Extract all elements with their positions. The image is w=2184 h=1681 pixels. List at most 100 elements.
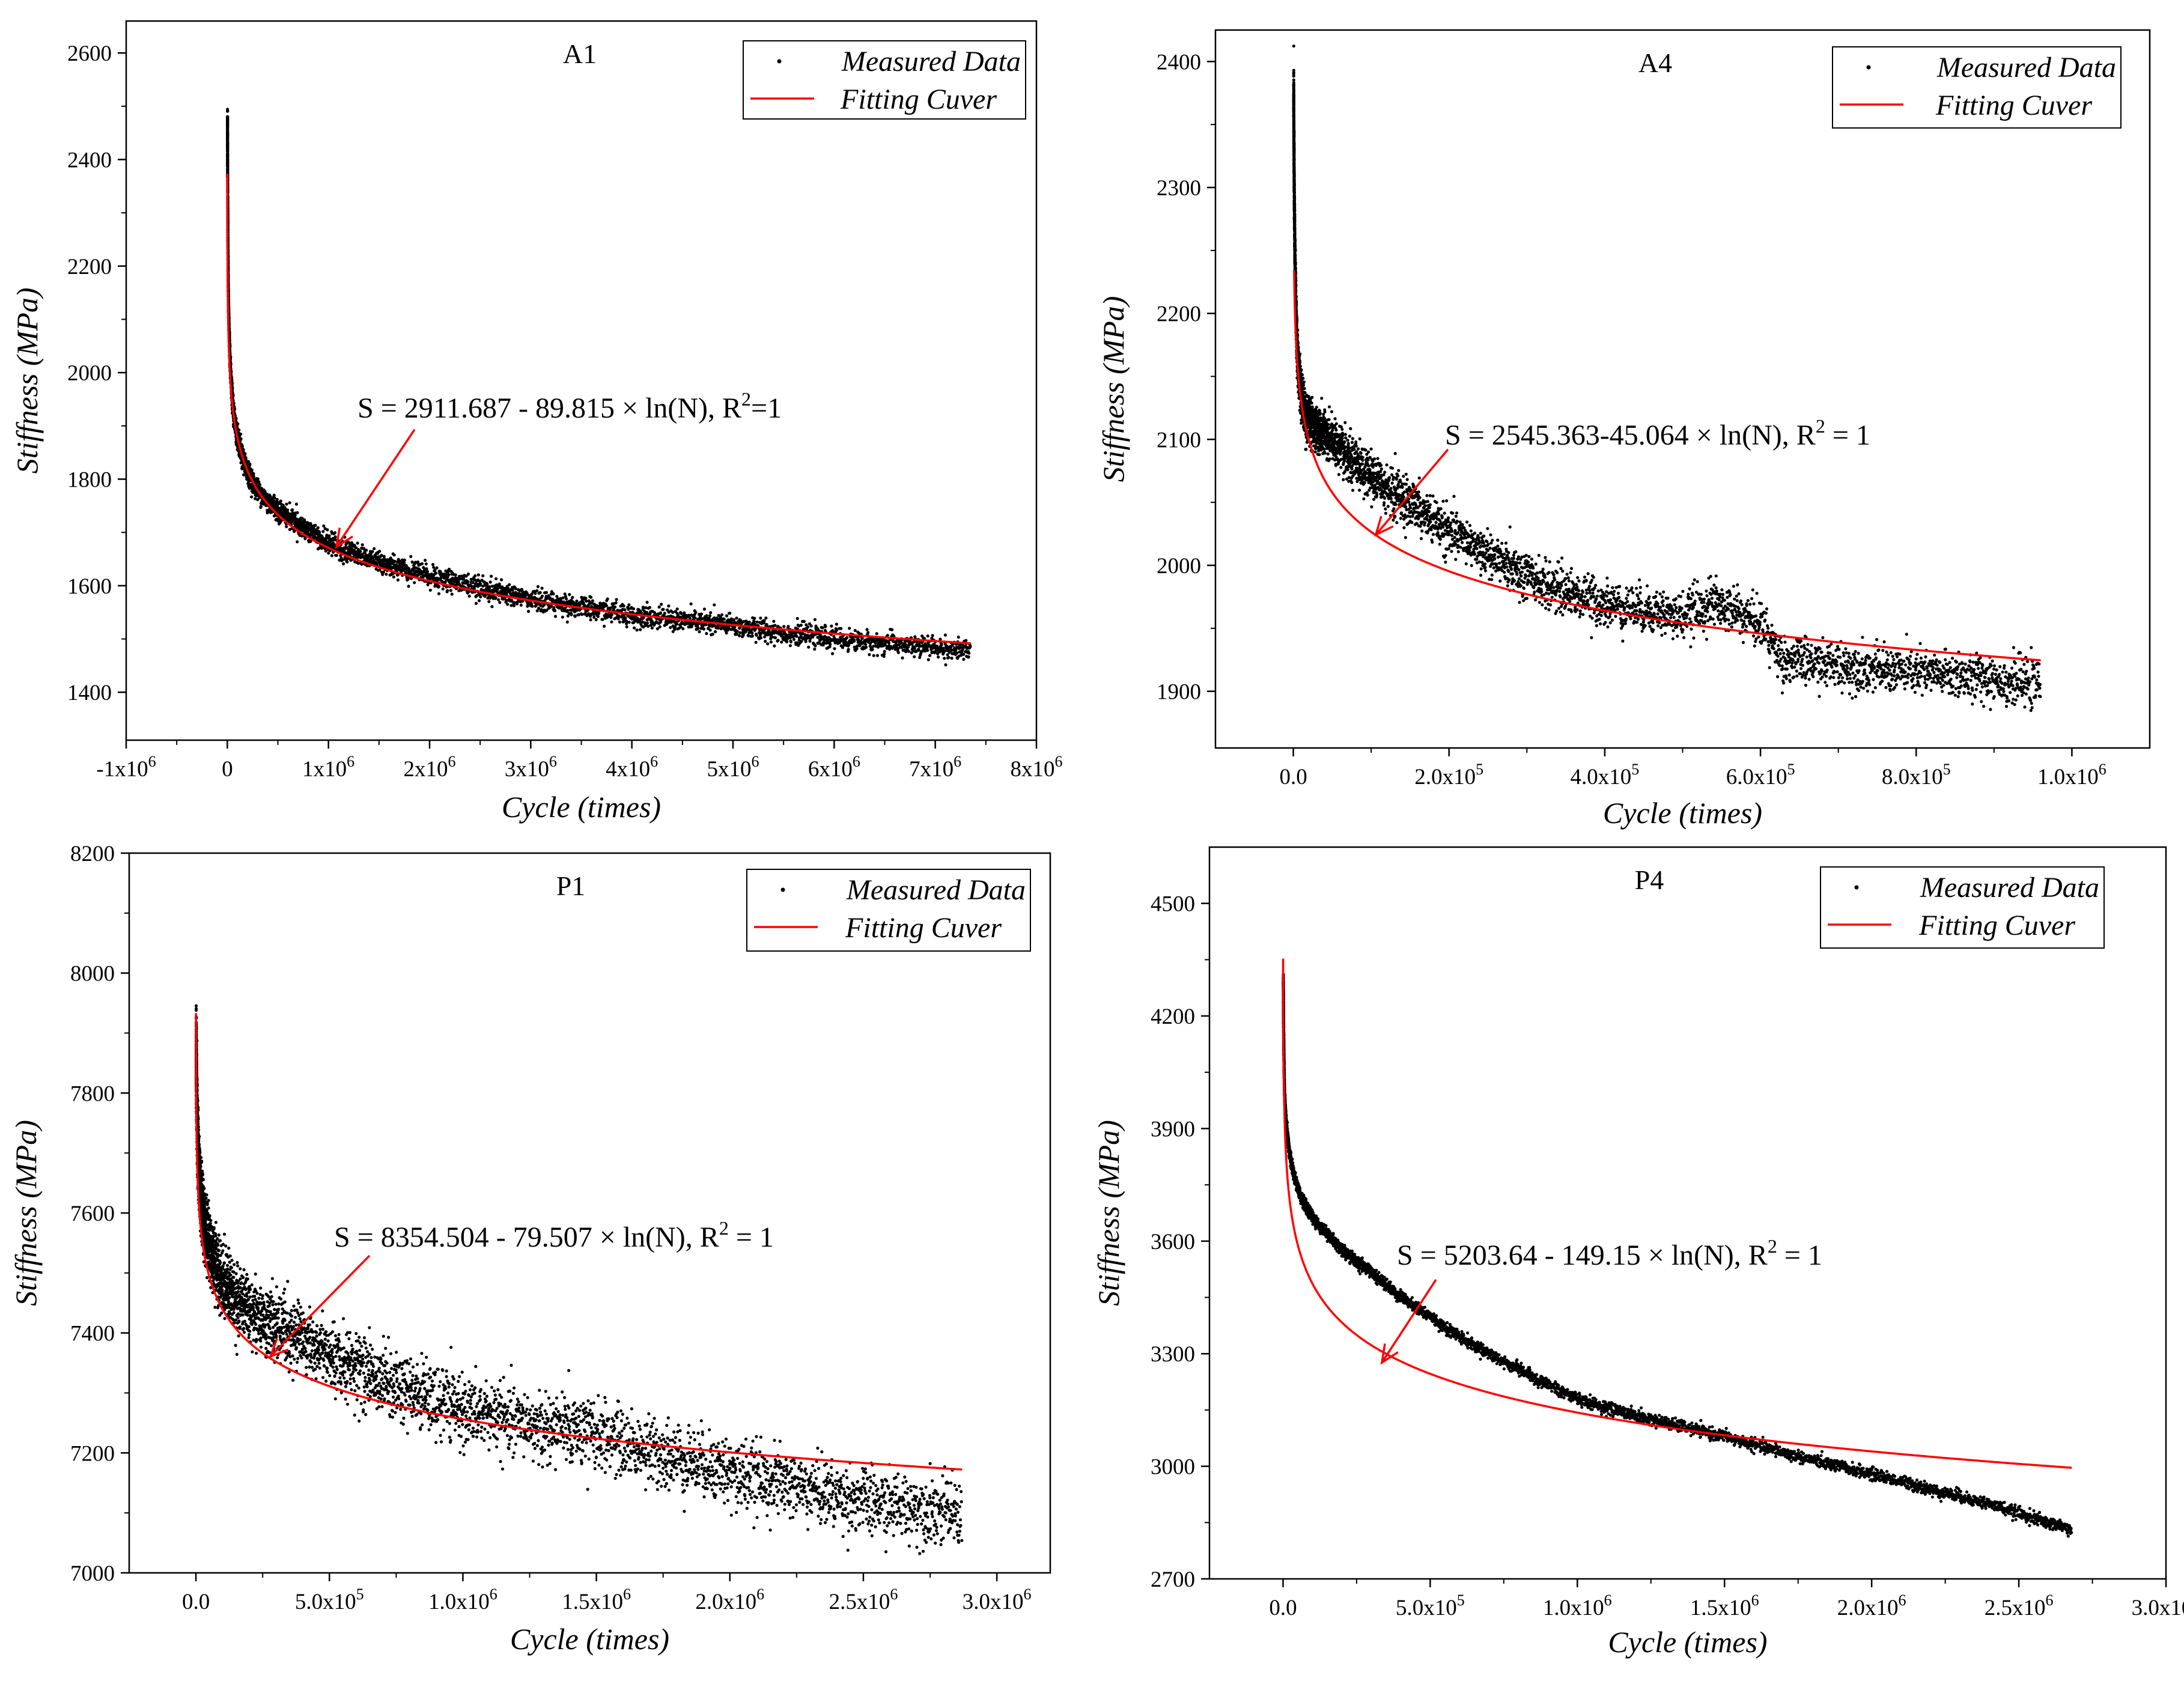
measured-point bbox=[273, 501, 276, 505]
measured-point bbox=[795, 641, 799, 645]
measured-point bbox=[485, 582, 488, 585]
measured-point bbox=[371, 550, 374, 553]
measured-point bbox=[291, 508, 294, 512]
measured-point bbox=[679, 625, 683, 629]
measured-point bbox=[797, 624, 801, 628]
measured-point bbox=[330, 554, 334, 558]
measured-point bbox=[650, 626, 654, 630]
measured-point bbox=[497, 582, 501, 586]
measured-point bbox=[754, 640, 758, 644]
measured-point bbox=[764, 639, 767, 643]
measured-point bbox=[869, 642, 872, 645]
measured-point bbox=[816, 628, 820, 631]
measured-point bbox=[566, 609, 570, 612]
measured-point bbox=[373, 547, 376, 550]
measured-point bbox=[944, 663, 948, 667]
measured-point bbox=[226, 117, 230, 120]
measured-point bbox=[300, 517, 304, 520]
measured-point bbox=[823, 634, 827, 638]
measured-point bbox=[955, 651, 959, 655]
measured-point bbox=[699, 612, 704, 616]
measured-point bbox=[555, 595, 559, 598]
measured-point bbox=[606, 597, 609, 601]
measured-point bbox=[266, 511, 269, 515]
measured-point bbox=[450, 592, 454, 596]
measured-point bbox=[689, 602, 693, 606]
measured-point bbox=[255, 478, 258, 482]
measured-point bbox=[795, 634, 798, 638]
measured-point bbox=[447, 573, 451, 577]
measured-point bbox=[571, 595, 574, 600]
measured-point bbox=[540, 586, 544, 590]
measured-point bbox=[306, 530, 309, 533]
measured-point bbox=[848, 627, 851, 630]
measured-point bbox=[962, 657, 966, 661]
measured-point bbox=[831, 652, 835, 655]
measured-point bbox=[666, 608, 669, 612]
measured-point bbox=[544, 591, 549, 594]
measured-point bbox=[639, 611, 643, 615]
measured-point bbox=[694, 610, 698, 614]
measured-point bbox=[483, 594, 487, 598]
measured-point bbox=[610, 613, 614, 616]
measured-point bbox=[591, 599, 595, 603]
measured-point bbox=[788, 644, 792, 648]
measured-point bbox=[409, 555, 413, 558]
measured-point bbox=[855, 647, 859, 651]
measured-point bbox=[1292, 81, 1295, 85]
measured-point bbox=[735, 630, 739, 633]
measured-point bbox=[512, 604, 516, 607]
measured-point bbox=[428, 588, 432, 592]
plot-frame bbox=[125, 20, 1038, 741]
measured-point bbox=[773, 644, 776, 648]
measured-point bbox=[738, 631, 742, 634]
measured-point bbox=[907, 649, 911, 653]
measured-point bbox=[550, 590, 554, 594]
measured-point bbox=[853, 628, 857, 633]
measured-point bbox=[540, 608, 543, 612]
measured-point bbox=[613, 605, 617, 609]
measured-point bbox=[446, 589, 449, 592]
measured-point bbox=[537, 606, 541, 610]
measured-point bbox=[508, 589, 512, 593]
measured-point bbox=[667, 604, 671, 608]
measured-point bbox=[713, 630, 717, 634]
measured-point bbox=[587, 612, 591, 615]
x-tick-label: 2x106 bbox=[404, 753, 456, 782]
measured-point bbox=[431, 563, 435, 567]
measured-point bbox=[403, 558, 406, 562]
measured-point bbox=[913, 655, 916, 658]
measured-point bbox=[871, 648, 874, 651]
measured-point bbox=[758, 637, 761, 640]
measured-point bbox=[782, 625, 786, 628]
measured-point bbox=[406, 578, 409, 582]
measured-point bbox=[565, 597, 568, 601]
measured-point bbox=[380, 553, 383, 558]
measured-point bbox=[460, 574, 463, 578]
measured-point bbox=[589, 618, 592, 622]
measured-point bbox=[298, 533, 302, 537]
x-tick-label: 5x106 bbox=[707, 753, 759, 782]
measured-point bbox=[811, 634, 815, 638]
measured-point bbox=[226, 167, 230, 171]
measured-point bbox=[589, 595, 593, 599]
measured-point bbox=[433, 568, 437, 572]
measured-point bbox=[874, 641, 877, 645]
measured-point bbox=[553, 615, 558, 618]
measured-point bbox=[575, 599, 579, 603]
measured-point bbox=[657, 605, 661, 609]
measured-point bbox=[956, 657, 960, 660]
measured-point bbox=[928, 654, 932, 657]
measured-point bbox=[432, 565, 436, 569]
measured-point bbox=[277, 501, 281, 505]
measured-point bbox=[704, 623, 708, 627]
measured-point bbox=[323, 527, 327, 530]
measured-point bbox=[275, 497, 279, 502]
chart-a1: -1x106 0 1x106 2x106 3x106 4x106 5x106 6x106 7x1… bbox=[10, 20, 1063, 824]
measured-point bbox=[573, 615, 577, 618]
measured-point bbox=[937, 655, 940, 659]
measured-point bbox=[509, 604, 513, 607]
measured-point bbox=[479, 582, 482, 586]
y-tick-label: 2600 bbox=[67, 41, 112, 66]
measured-point bbox=[359, 550, 362, 553]
